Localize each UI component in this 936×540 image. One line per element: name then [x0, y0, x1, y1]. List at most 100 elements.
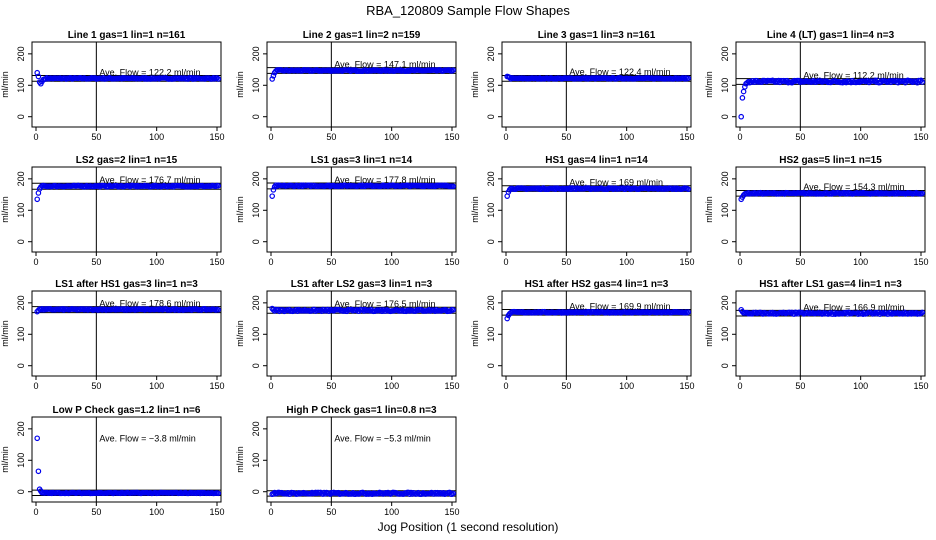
- data-point: [450, 183, 457, 190]
- data-point: [738, 113, 745, 120]
- series-points: [504, 73, 692, 82]
- x-tick-label: 50: [326, 257, 336, 267]
- x-tick-label: 50: [326, 507, 336, 517]
- y-tick-label: 200: [720, 295, 730, 310]
- data-point: [215, 76, 222, 82]
- x-axis: 0 50 100 150: [737, 375, 929, 391]
- y-tick-label: 100: [16, 203, 26, 218]
- y-axis-label: ml/min: [0, 446, 10, 473]
- mean-flow-annotation: Ave. Flow = 176.7 ml/min: [99, 175, 200, 185]
- series-points: [738, 306, 926, 317]
- panel-title: Line 3 gas=1 lin=3 n=161: [538, 30, 656, 41]
- y-tick-label: 200: [486, 171, 496, 186]
- y-tick-label: 200: [486, 46, 496, 61]
- panel-8: HS2 gas=5 lin=1 n=15 0 50 100 150 0 100 200 ml/m…: [704, 155, 929, 267]
- x-tick-label: 100: [619, 132, 634, 142]
- y-tick-label: 0: [486, 239, 496, 244]
- y-axis: 0 100 200: [720, 171, 736, 244]
- data-point: [380, 182, 387, 188]
- mean-flow-annotation: Ave. Flow = 177.8 ml/min: [334, 175, 435, 185]
- x-tick-label: 100: [619, 381, 634, 391]
- data-point: [740, 88, 747, 95]
- x-tick-label: 0: [33, 507, 38, 517]
- x-tick-label: 0: [33, 381, 38, 391]
- series-points: [738, 77, 926, 120]
- x-tick-label: 50: [561, 132, 571, 142]
- y-tick-label: 0: [16, 239, 26, 244]
- y-tick-label: 100: [16, 327, 26, 342]
- y-tick-label: 100: [486, 327, 496, 342]
- x-tick-label: 150: [209, 507, 224, 517]
- panel-title: LS2 gas=2 lin=1 n=15: [76, 155, 178, 166]
- panel-title: LS1 after HS1 gas=3 lin=1 n=3: [55, 279, 198, 290]
- x-tick-label: 0: [737, 381, 742, 391]
- data-point: [270, 187, 277, 193]
- series-points: [269, 67, 457, 82]
- data-point: [34, 435, 41, 442]
- mean-flow-annotation: Ave. Flow = 112.2 ml/min: [803, 70, 903, 80]
- panel-frame: [266, 41, 457, 128]
- mean-flow-annotation: Ave. Flow = 147.1 ml/min: [334, 59, 435, 69]
- y-tick-label: 0: [486, 363, 496, 368]
- data-point: [919, 309, 926, 316]
- figure-title: RBA_120809 Sample Flow Shapes: [366, 3, 570, 18]
- y-tick-label: 0: [720, 363, 730, 368]
- data-point: [270, 73, 277, 79]
- panel-title: High P Check gas=1 lin=0.8 n=3: [286, 405, 437, 416]
- panel-7: HS1 gas=4 lin=1 n=14 0 50 100 150 0 100 200 ml/m…: [470, 155, 695, 267]
- y-tick-label: 0: [16, 114, 26, 119]
- panel-2: Line 2 gas=1 lin=2 n=159 0 50 100 150 0 100 200…: [235, 30, 460, 142]
- panel-title: Line 4 (LT) gas=1 lin=4 n=3: [767, 30, 895, 41]
- y-tick-label: 100: [720, 203, 730, 218]
- data-point: [685, 75, 692, 82]
- y-axis-label: ml/min: [470, 320, 480, 347]
- x-tick-label: 0: [268, 132, 273, 142]
- data-point: [450, 490, 457, 497]
- y-tick-label: 200: [251, 171, 261, 186]
- x-axis: 0 50 100 150: [33, 126, 225, 142]
- x-axis: 0 50 100 150: [268, 126, 460, 142]
- x-tick-label: 50: [561, 257, 571, 267]
- x-tick-label: 150: [444, 132, 459, 142]
- y-axis-label: ml/min: [235, 320, 245, 347]
- data-point: [34, 196, 41, 203]
- x-tick-label: 150: [679, 257, 694, 267]
- series-points: [34, 306, 222, 315]
- x-tick-label: 50: [795, 381, 805, 391]
- data-point: [269, 193, 276, 199]
- panel-9: LS1 after HS1 gas=3 lin=1 n=3 0 50 100 150 0 1…: [0, 279, 225, 391]
- x-tick-label: 100: [384, 381, 399, 391]
- x-tick-label: 100: [853, 257, 868, 267]
- x-tick-label: 50: [91, 507, 101, 517]
- panels: Line 1 gas=1 lin=1 n=161 0 50 100 150 0 100 200…: [0, 30, 929, 517]
- x-tick-label: 50: [561, 381, 571, 391]
- panel-5: LS2 gas=2 lin=1 n=15 0 50 100 150 0 100 200 ml/m…: [0, 155, 225, 267]
- x-tick-label: 150: [679, 381, 694, 391]
- y-axis-label: ml/min: [704, 320, 714, 347]
- y-axis-label: ml/min: [470, 71, 480, 98]
- data-point: [744, 79, 751, 86]
- y-axis: 0 100 200: [720, 46, 736, 119]
- data-point: [685, 186, 692, 192]
- series-points: [738, 189, 926, 203]
- x-axis: 0 50 100 150: [737, 126, 929, 142]
- y-axis: 0 100 200: [251, 421, 267, 494]
- data-point: [215, 182, 222, 189]
- x-tick-label: 0: [33, 132, 38, 142]
- x-tick-label: 0: [33, 257, 38, 267]
- mean-flow-annotation: Ave. Flow = 178.6 ml/min: [99, 299, 200, 309]
- y-axis: 0 100 200: [486, 46, 502, 119]
- mean-flow-annotation: Ave. Flow = 166.9 ml/min: [803, 302, 904, 312]
- data-point: [35, 73, 42, 80]
- x-axis: 0 50 100 150: [737, 251, 929, 267]
- x-tick-label: 0: [268, 381, 273, 391]
- x-tick-label: 150: [444, 381, 459, 391]
- x-tick-label: 150: [209, 381, 224, 391]
- x-tick-label: 50: [326, 132, 336, 142]
- y-axis: 0 100 200: [251, 46, 267, 119]
- data-point: [434, 489, 441, 496]
- data-point: [504, 315, 511, 322]
- y-axis-label: ml/min: [235, 71, 245, 98]
- data-point: [739, 95, 746, 101]
- x-axis: 0 50 100 150: [503, 126, 695, 142]
